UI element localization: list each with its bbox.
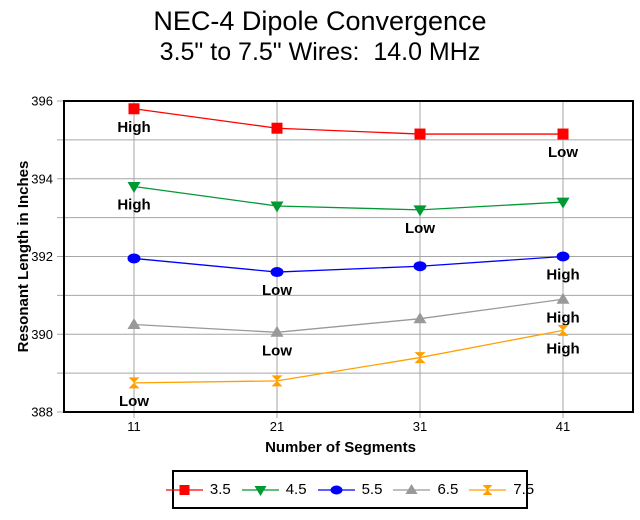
svg-text:392: 392 (31, 249, 53, 264)
svg-text:388: 388 (31, 405, 53, 420)
svg-text:390: 390 (31, 327, 53, 342)
series-7.5: Low High (119, 324, 580, 410)
svg-text:396: 396 (31, 94, 53, 109)
series-3.5: High Low (117, 103, 578, 161)
legend-marker-triangle-down-icon (241, 485, 279, 496)
annotation-3.5-low: Low (548, 144, 578, 161)
x-axis-tick-labels: 11 21 31 41 (127, 419, 570, 434)
annotation-6.5-low: Low (262, 342, 292, 359)
chart-title: NEC-4 Dipole Convergence (153, 6, 487, 36)
chart-legend: 3.5 4.5 5.5 6.5 7.5 (165, 470, 534, 509)
svg-text:394: 394 (31, 171, 53, 186)
y-axis-tick-labels: 388 390 392 394 396 (31, 94, 53, 420)
chart-subtitle: 3.5" to 7.5" Wires: 14.0 MHz (159, 38, 481, 66)
legend-label: 7.5 (513, 481, 535, 498)
y-axis-title: Resonant Length in Inches (15, 161, 32, 353)
annotation-6.5-high: High (546, 309, 579, 326)
annotation-4.5-low: Low (405, 220, 435, 237)
x-axis-title: Number of Segments (265, 439, 416, 456)
svg-text:11: 11 (127, 419, 141, 434)
series-6.5: Low High (127, 292, 580, 359)
legend-item-5.5: 5.5 (317, 481, 383, 498)
series-5.5: Low High (127, 251, 580, 299)
legend-marker-square-icon (165, 484, 203, 495)
legend-item-6.5: 6.5 (393, 481, 458, 498)
legend-item-3.5: 3.5 (165, 481, 231, 498)
legend-item-7.5: 7.5 (469, 481, 534, 498)
legend-marker-triangle-up-icon (393, 483, 431, 494)
series-4.5: High Low (117, 182, 570, 237)
annotation-7.5-high: High (546, 340, 579, 357)
legend-label: 5.5 (361, 481, 383, 498)
plot-border (63, 100, 634, 413)
annotation-5.5-high: High (546, 267, 579, 284)
title-block: NEC-4 Dipole Convergence 3.5" to 7.5" Wi… (0, 5, 640, 67)
legend-marker-ellipse-icon (317, 485, 355, 494)
annotation-5.5-low: Low (262, 282, 292, 299)
legend-label: 4.5 (285, 481, 307, 498)
legend-marker-hourglass-icon (469, 484, 507, 495)
svg-text:21: 21 (270, 419, 284, 434)
svg-text:41: 41 (556, 419, 570, 434)
legend-item-4.5: 4.5 (241, 481, 307, 498)
legend-label: 3.5 (209, 481, 231, 498)
annotation-7.5-low: Low (119, 393, 149, 410)
annotation-4.5-high: High (117, 197, 150, 214)
svg-text:31: 31 (413, 419, 427, 434)
gridlines (57, 100, 633, 418)
annotation-3.5-high: High (117, 119, 150, 136)
legend-label: 6.5 (437, 481, 459, 498)
